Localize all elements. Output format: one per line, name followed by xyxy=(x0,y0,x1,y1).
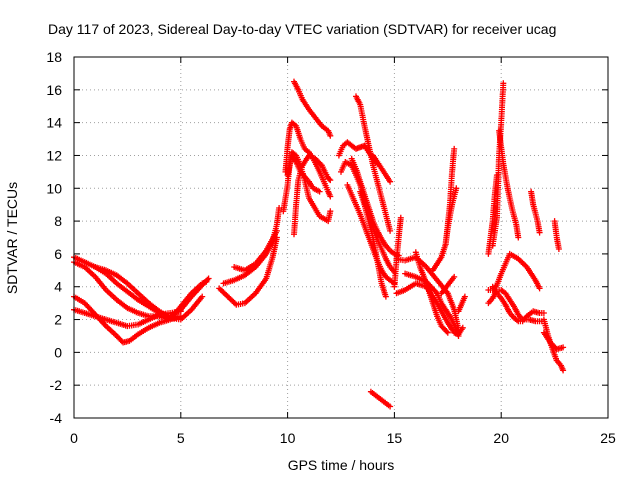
data-point-markers xyxy=(291,78,334,139)
y-axis-title: SDTVAR / TECUs xyxy=(4,182,20,294)
series-track-t xyxy=(370,152,394,185)
data-point-markers xyxy=(412,249,451,336)
grid-lines xyxy=(74,57,608,418)
series-track-l xyxy=(291,152,334,238)
series-track-z xyxy=(412,249,451,336)
series-track-s xyxy=(357,188,389,300)
data-point-markers xyxy=(485,172,500,257)
series-track-f xyxy=(216,234,280,308)
series-track-u xyxy=(367,388,394,410)
y-tick-label: -4 xyxy=(50,410,63,426)
series-track-v xyxy=(391,214,404,290)
chart-title: Day 117 of 2023, Sidereal Day-to-day VTE… xyxy=(48,21,556,37)
axis-ticks: 0 5 10 15 20 25 -4 -2 0 2 4 6 8 10 12 14 16 18 xyxy=(46,49,616,446)
series-track-aj xyxy=(496,127,522,241)
x-tick-label: 20 xyxy=(493,430,509,446)
y-tick-label: 18 xyxy=(46,49,62,65)
series-track-h xyxy=(231,227,280,274)
data-point-markers xyxy=(528,188,543,236)
y-tick-label: 14 xyxy=(46,115,62,131)
data-point-markers xyxy=(348,155,402,259)
y-tick-label: 16 xyxy=(46,82,62,98)
x-axis-title: GPS time / hours xyxy=(288,457,395,473)
series-track-ac xyxy=(438,273,458,297)
data-point-markers xyxy=(291,152,334,238)
y-tick-label: 12 xyxy=(46,147,62,163)
data-point-markers xyxy=(442,145,458,248)
series-track-am xyxy=(540,329,567,353)
y-tick-label: 2 xyxy=(54,312,62,328)
y-tick-label: 4 xyxy=(54,279,62,295)
y-tick-label: 8 xyxy=(54,213,62,229)
data-point-markers xyxy=(496,127,522,241)
x-tick-label: 10 xyxy=(280,430,296,446)
data-point-markers xyxy=(92,264,212,320)
series-track-m xyxy=(291,78,334,139)
data-point-markers xyxy=(231,227,280,274)
data-series xyxy=(71,78,567,410)
series-track-ab xyxy=(442,145,458,248)
series-track-e xyxy=(92,264,212,320)
data-point-markers xyxy=(367,388,394,410)
x-tick-label: 5 xyxy=(177,430,185,446)
series-track-ad xyxy=(455,293,468,315)
x-tick-label: 15 xyxy=(387,430,403,446)
data-point-markers xyxy=(551,218,562,252)
series-track-an xyxy=(551,218,562,252)
data-point-markers xyxy=(485,250,543,293)
x-tick-label: 0 xyxy=(70,430,78,446)
y-tick-label: 0 xyxy=(54,344,62,360)
y-tick-label: 10 xyxy=(46,180,62,196)
y-tick-label: -2 xyxy=(50,377,63,393)
y-tick-label: 6 xyxy=(54,246,62,262)
series-track-ai xyxy=(485,172,500,257)
series-track-r xyxy=(348,155,402,259)
data-point-markers xyxy=(485,287,545,325)
data-point-markers xyxy=(438,273,458,297)
data-point-markers xyxy=(391,214,404,290)
plot-frame xyxy=(73,56,609,419)
x-tick-label: 25 xyxy=(600,430,616,446)
data-point-markers xyxy=(540,329,567,353)
series-track-ak xyxy=(528,188,543,236)
data-point-markers xyxy=(357,188,389,300)
data-point-markers xyxy=(216,234,280,308)
data-point-markers xyxy=(455,293,468,315)
series-track-ag xyxy=(485,287,545,325)
data-point-markers xyxy=(370,152,394,185)
series-track-ae xyxy=(485,250,543,293)
